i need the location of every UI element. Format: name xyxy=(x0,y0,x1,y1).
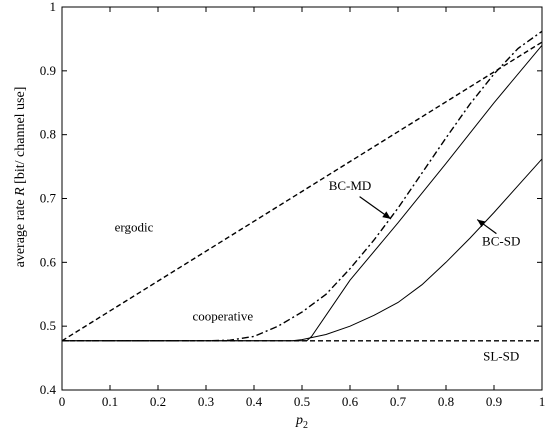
x-tick-label: 0.8 xyxy=(438,394,454,409)
arrows-layer xyxy=(359,196,497,235)
x-tick-label: 0.9 xyxy=(486,394,502,409)
y-tick-label: 1 xyxy=(50,0,57,14)
x-tick-label: 0.6 xyxy=(342,394,359,409)
annotation-sl-sd: SL-SD xyxy=(483,349,519,364)
series-line-cooperative xyxy=(62,30,543,342)
annotation-bc-md: BC-MD xyxy=(329,178,372,193)
x-axis-title-variable: p xyxy=(295,413,303,428)
series-layer xyxy=(61,30,543,342)
x-axis-title: p2 xyxy=(295,413,308,431)
bc-md-arrow xyxy=(359,196,392,220)
ticks-layer: 0 0.1 0.2 0.3 0.4 0.5 0.6 0.7 0.8 0.9 1 0.4 0.5 0.6 0.… xyxy=(40,0,546,409)
annotation-bc-sd: BC-SD xyxy=(482,234,520,249)
annotation-cooperative: cooperative xyxy=(192,308,253,323)
x-tick-label: 0.7 xyxy=(390,394,407,409)
annotation-ergodic: ergodic xyxy=(115,220,154,235)
x-tick-label: 0.2 xyxy=(150,394,166,409)
x-tick-label: 1 xyxy=(539,394,546,409)
y-tick-label: 0.4 xyxy=(40,382,57,397)
x-tick-label: 0 xyxy=(59,394,66,409)
y-tick-label: 0.5 xyxy=(40,318,56,333)
y-axis-title-prefix: average rate xyxy=(13,196,28,268)
x-tick-label: 0.1 xyxy=(102,394,118,409)
x-tick-label: 0.5 xyxy=(294,394,310,409)
y-tick-label: 0.7 xyxy=(40,191,57,206)
x-tick-label: 0.4 xyxy=(246,394,263,409)
y-tick-label: 0.9 xyxy=(40,63,56,78)
bc-sd-arrow xyxy=(476,219,497,235)
x-axis-title-subscript: 2 xyxy=(303,420,308,431)
series-line-ergodic xyxy=(61,41,543,342)
x-tick-label: 0.3 xyxy=(198,394,214,409)
svg-text:average rate R [bit/ channel u: average rate R [bit/ channel use] xyxy=(13,87,28,268)
labels-layer: ergodic cooperative BC-MD BC-SD SL-SD xyxy=(115,178,521,363)
y-tick-label: 0.6 xyxy=(40,254,57,269)
series-line-bc-sd xyxy=(62,158,543,342)
y-axis-title-variable: R xyxy=(13,187,28,197)
y-axis-title-suffix: [bit/ channel use] xyxy=(13,87,28,188)
y-tick-label: 0.8 xyxy=(40,127,56,142)
y-axis-title: average rate R [bit/ channel use] xyxy=(13,87,28,268)
series-line-bc-md xyxy=(62,44,543,342)
plot-frame xyxy=(61,6,543,391)
